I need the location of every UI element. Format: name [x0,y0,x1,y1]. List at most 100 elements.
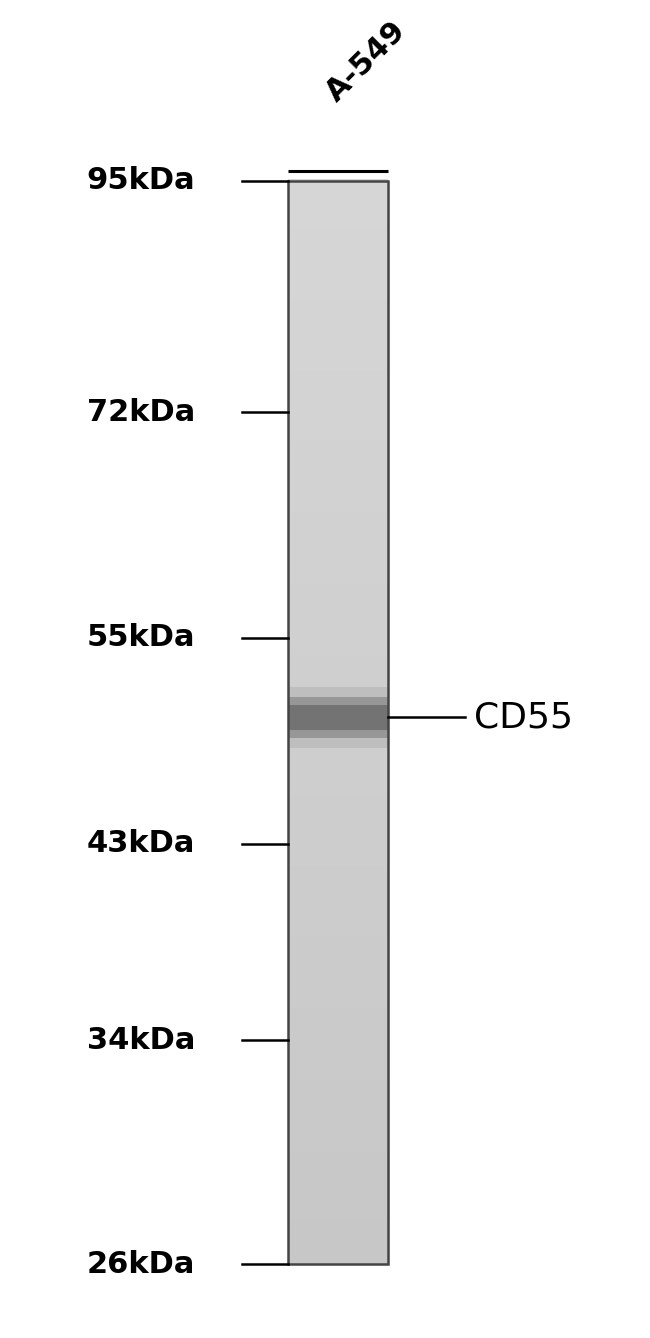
Bar [287,710,389,714]
Bar [287,434,389,438]
Bar [287,1206,389,1210]
Bar [287,811,389,815]
Bar [287,385,389,389]
Bar [287,1094,389,1098]
Bar [287,388,389,392]
Bar [287,274,389,278]
Bar [287,293,389,297]
Bar [287,719,389,723]
Bar [287,351,389,355]
Bar [287,361,389,365]
Bar [287,615,389,619]
Bar [287,729,389,733]
Bar [287,697,389,701]
Bar [287,185,389,189]
Bar [287,462,389,466]
Bar [287,919,389,923]
Bar [287,203,389,207]
Bar [287,838,389,842]
Bar [287,784,389,788]
Bar [287,211,389,215]
Bar [287,872,389,876]
Bar [287,380,389,384]
Bar [287,927,389,931]
Bar [287,737,389,741]
Bar [287,1157,389,1161]
Bar [287,732,389,736]
Bar [287,345,389,349]
Bar [287,880,389,886]
Bar [287,1141,389,1145]
Bar [287,1028,389,1032]
Bar [287,209,389,213]
Bar [287,702,389,706]
Bar [287,1192,389,1196]
Bar [287,602,389,606]
Bar [287,830,389,834]
Bar [287,1189,389,1193]
Bar [287,520,389,524]
Bar [287,661,389,665]
Bar [287,266,389,270]
Bar [287,840,389,844]
Bar [287,391,389,395]
Bar [287,529,389,533]
Bar [287,970,389,974]
Bar [287,467,389,471]
Bar [287,591,389,595]
Bar [287,1014,389,1018]
Bar [287,1128,389,1132]
Bar [287,991,389,997]
Bar [287,412,389,416]
Bar [287,486,389,490]
Bar [287,504,389,508]
Bar [287,930,389,934]
Bar [287,369,389,373]
Bar [287,578,389,582]
Bar [287,832,389,836]
Bar [287,814,389,818]
Bar [287,632,389,636]
Bar [287,341,389,347]
Bar [287,1123,389,1127]
Bar [287,575,389,579]
Bar [287,499,389,503]
Bar [287,727,389,731]
Bar [287,772,389,776]
Bar [287,764,389,768]
Bar [287,1212,389,1216]
Bar [287,1009,389,1013]
Bar [287,518,389,522]
Bar [287,854,389,858]
Bar [287,887,389,891]
Bar [287,1173,389,1177]
Bar [287,1136,389,1140]
Bar [287,965,389,969]
Bar [287,1004,389,1008]
Bar [287,1038,389,1042]
Bar [287,935,389,939]
Bar [287,724,389,728]
Bar [287,1117,389,1121]
Bar [287,943,389,947]
Bar [287,1022,389,1026]
Bar [287,1115,389,1119]
Bar [287,689,389,693]
Bar [287,1171,389,1175]
Bar [287,1160,389,1164]
Bar [287,676,389,680]
Bar [287,230,389,235]
Bar [287,559,389,563]
Bar [287,890,389,894]
Bar [287,599,389,603]
Bar [287,1200,389,1204]
Bar [287,1089,389,1093]
Bar [287,787,389,791]
Bar [287,824,389,828]
Bar [287,450,389,455]
Bar [287,678,389,682]
Bar [287,1131,389,1135]
Bar [287,320,389,324]
Bar [287,233,389,238]
Bar [287,900,389,904]
